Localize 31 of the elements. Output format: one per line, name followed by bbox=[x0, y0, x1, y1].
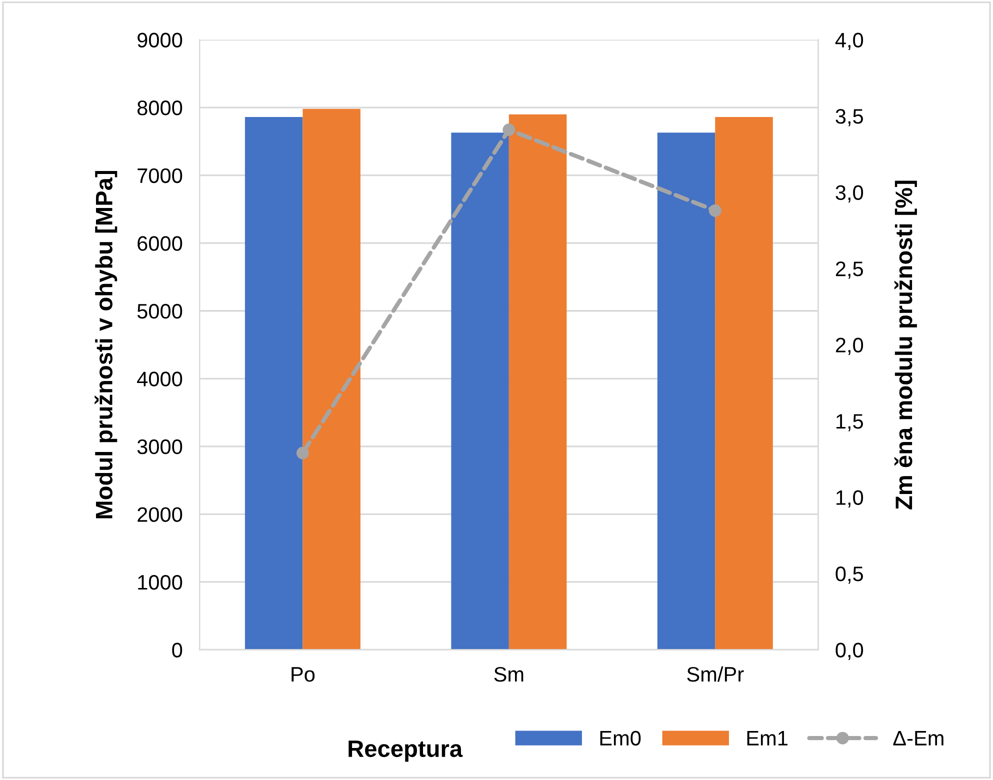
y-axis-title: Modul pružnosti v ohybu [MPa] bbox=[94, 170, 118, 518]
x-axis-title: Receptura bbox=[348, 740, 463, 762]
y-tick-label: 1000 bbox=[138, 574, 182, 590]
y2-tick-label: 1,5 bbox=[836, 414, 863, 432]
y-tick-label: 5000 bbox=[137, 304, 182, 319]
y-tick-label: 6000 bbox=[138, 236, 182, 251]
y2-tick-label: 4,0 bbox=[835, 32, 864, 50]
point bbox=[502, 124, 516, 136]
y2-tick-label: 3,0 bbox=[836, 185, 864, 202]
y2-tick-label: 2,5 bbox=[836, 262, 863, 279]
y2-tick-label: 0,0 bbox=[836, 642, 864, 660]
point bbox=[708, 204, 722, 217]
x-tick-label: Po bbox=[292, 667, 315, 682]
y-tick-label: 2000 bbox=[138, 507, 182, 522]
point bbox=[296, 446, 309, 460]
legend-label: Em1 bbox=[747, 731, 788, 746]
y2-tick-label: 2,0 bbox=[836, 338, 864, 355]
x-tick-label: Sm/Pr bbox=[687, 666, 744, 682]
y2-tick-label: 1,0 bbox=[836, 490, 864, 508]
y2-tick-label: 3,5 bbox=[836, 109, 863, 126]
y2-tick-label: 0,5 bbox=[836, 566, 863, 584]
y-tick-label: 4000 bbox=[137, 372, 182, 386]
y2-axis-title: Zm ěna modulu pružnosti [%] bbox=[894, 180, 917, 510]
y-tick-label: 9000 bbox=[138, 32, 182, 48]
y-tick-label: 3000 bbox=[137, 439, 182, 454]
legend-label: Δ-Em bbox=[893, 731, 944, 746]
x-tick-label: Sm bbox=[494, 666, 524, 682]
y-tick-label: 0 bbox=[172, 642, 182, 658]
y-tick-label: 8000 bbox=[137, 100, 182, 116]
legend-label: Em0 bbox=[600, 730, 641, 746]
y-tick-label: 7000 bbox=[138, 168, 182, 184]
